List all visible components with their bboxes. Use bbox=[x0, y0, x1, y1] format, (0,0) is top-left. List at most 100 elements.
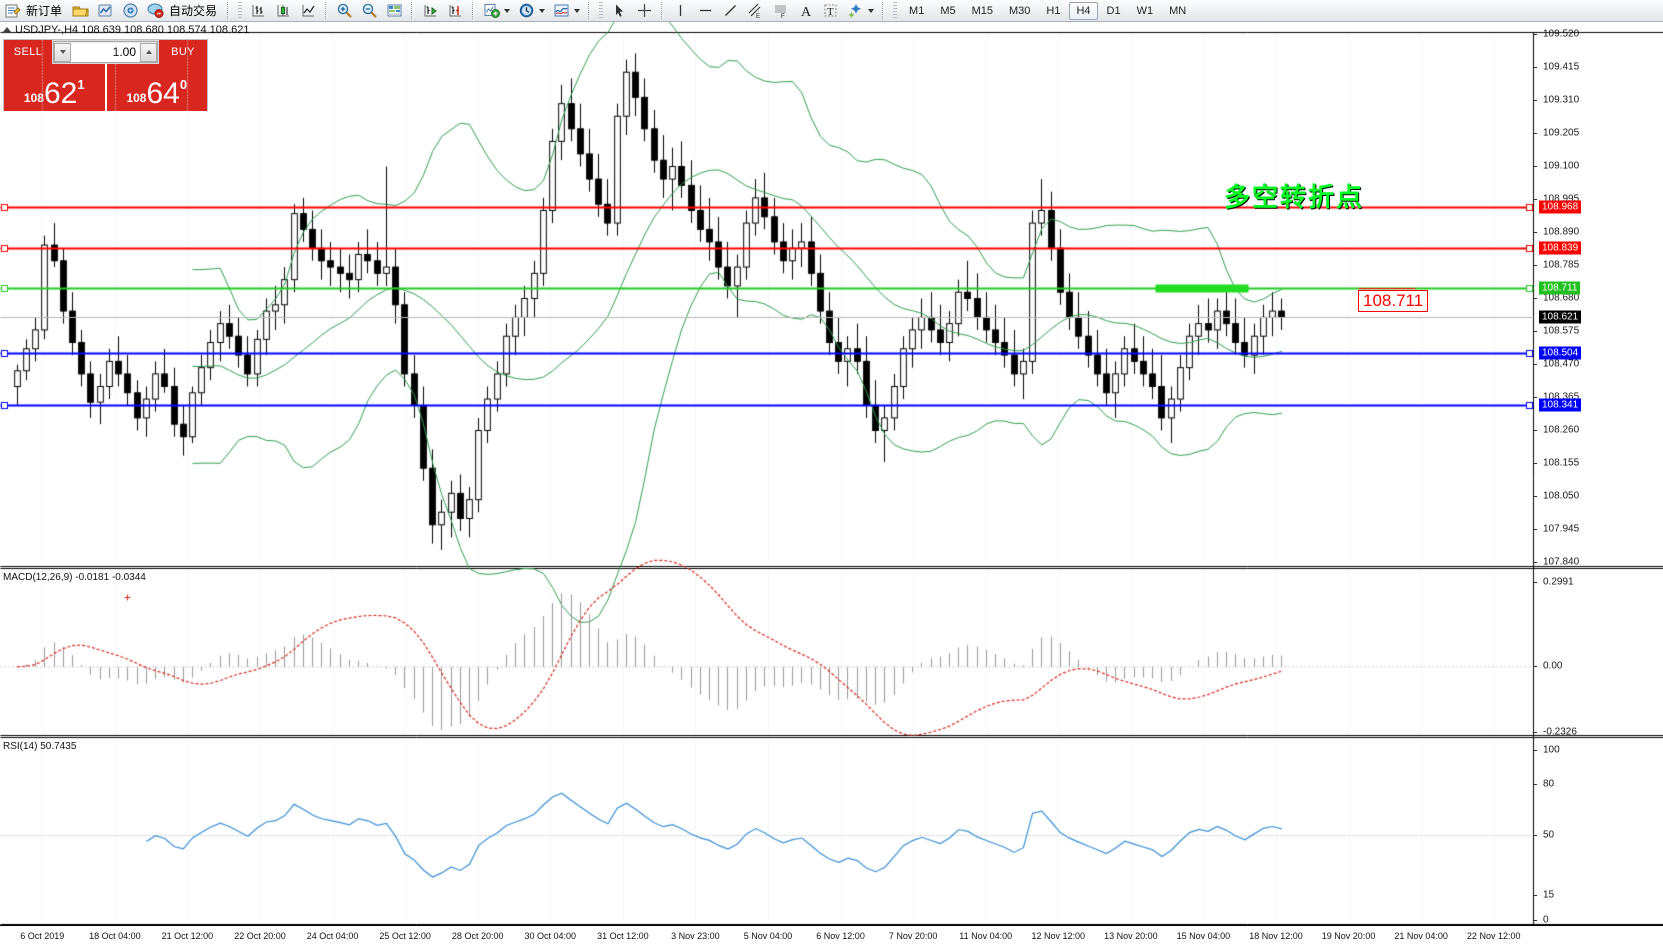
macd-axis-label: 0.00 bbox=[1543, 660, 1563, 672]
templates-caret-icon[interactable] bbox=[574, 8, 581, 13]
market-watch-button[interactable] bbox=[94, 1, 117, 21]
cursor-tool-button[interactable] bbox=[608, 1, 631, 21]
indicators-caret-icon[interactable] bbox=[504, 8, 511, 13]
chart-shift-end-button[interactable] bbox=[444, 1, 467, 21]
zoom-in-button[interactable] bbox=[333, 1, 356, 21]
price-axis-tick bbox=[1533, 100, 1537, 101]
crosshair-tool-button[interactable] bbox=[633, 1, 656, 21]
price-axis-tick bbox=[1533, 463, 1537, 464]
zoom-out-icon bbox=[361, 2, 378, 19]
toolbar-separator-1 bbox=[227, 2, 231, 19]
rsi-axis-label: 100 bbox=[1543, 744, 1560, 756]
price-axis-tick bbox=[1533, 331, 1537, 332]
hline-tool-button[interactable] bbox=[694, 1, 717, 21]
auto-scroll-button[interactable] bbox=[419, 1, 442, 21]
time-axis-label: 15 Nov 04:00 bbox=[1176, 931, 1231, 941]
right-scale-panel[interactable]: 109.520 109.415 109.310 109.205 109.100 108.9… bbox=[1533, 22, 1663, 946]
chart-window[interactable]: USDJPY-,H4 108.639 108.680 108.574 108.6… bbox=[0, 22, 1663, 946]
chart-shift-button[interactable] bbox=[383, 1, 406, 21]
text-icon: A bbox=[797, 2, 814, 20]
equidistant-channel-tool-button[interactable]: E bbox=[744, 1, 767, 21]
time-axis-label: 21 Oct 12:00 bbox=[161, 931, 214, 941]
time-axis-label: 18 Oct 04:00 bbox=[89, 931, 141, 941]
chart-annotation-text: 多空转折点 bbox=[1224, 182, 1365, 212]
text-label-tool-button[interactable]: T bbox=[819, 1, 842, 21]
time-axis-label: 18 Nov 12:00 bbox=[1249, 931, 1303, 941]
toolbar-separator-2 bbox=[325, 2, 329, 19]
timeframe-m5[interactable]: M5 bbox=[940, 4, 956, 17]
price-axis-tick bbox=[1533, 166, 1537, 167]
candlestick-chart-icon bbox=[275, 2, 292, 19]
price-level-tag-current-bid[interactable]: 108.621 bbox=[1539, 310, 1582, 324]
autotrading-button[interactable]: 自动交易 bbox=[144, 1, 222, 21]
timeframe-m30[interactable]: M30 bbox=[1009, 4, 1031, 17]
timeframe-m15[interactable]: M15 bbox=[971, 4, 993, 17]
time-axis-label: 19 Nov 20:00 bbox=[1321, 931, 1376, 941]
price-axis-tick bbox=[1533, 364, 1537, 365]
price-axis-tick bbox=[1533, 265, 1537, 266]
macd-axis-tick bbox=[1533, 732, 1537, 733]
toolbar-separator-7 bbox=[882, 2, 886, 19]
candlestick-chart-button[interactable] bbox=[272, 1, 295, 21]
trendline-tool-button[interactable] bbox=[719, 1, 742, 21]
periods-button[interactable] bbox=[515, 1, 548, 21]
price-axis-tick bbox=[1533, 496, 1537, 497]
time-axis-label: 13 Nov 20:00 bbox=[1104, 931, 1158, 941]
text-tool-button[interactable]: A bbox=[794, 1, 817, 21]
timeframe-h1[interactable]: H1 bbox=[1046, 4, 1061, 17]
toolbar-grip-1[interactable] bbox=[238, 1, 243, 20]
macd-axis-tick bbox=[1533, 582, 1537, 583]
line-chart-button[interactable] bbox=[297, 1, 320, 21]
templates-button[interactable] bbox=[550, 1, 583, 21]
price-level-tag-resistance[interactable]: 108.839 bbox=[1539, 241, 1582, 255]
fibonacci-tool-button[interactable]: F bbox=[769, 1, 792, 21]
indicators-button[interactable] bbox=[480, 1, 513, 21]
price-level-tag-support[interactable]: 108.341 bbox=[1539, 398, 1582, 412]
zoom-out-button[interactable] bbox=[358, 1, 381, 21]
timeframe-d1[interactable]: D1 bbox=[1106, 4, 1121, 17]
price-level-tag-support[interactable]: 108.504 bbox=[1539, 346, 1582, 360]
price-axis-label: 108.785 bbox=[1543, 259, 1580, 271]
time-axis-label: 6 Nov 12:00 bbox=[816, 931, 865, 941]
autotrading-label: 自动交易 bbox=[169, 4, 218, 18]
price-axis-label: 109.310 bbox=[1543, 94, 1580, 106]
crosshair-icon bbox=[636, 2, 653, 19]
shapes-caret-icon[interactable] bbox=[868, 8, 875, 13]
price-level-tag-pivot[interactable]: 108.711 bbox=[1539, 281, 1581, 295]
timeframe-h4[interactable]: H4 bbox=[1069, 1, 1098, 20]
time-axis-label: 31 Oct 12:00 bbox=[597, 931, 649, 941]
time-axis-label: 11 Nov 04:00 bbox=[959, 931, 1013, 941]
timeframe-w1[interactable]: W1 bbox=[1136, 4, 1154, 17]
folder-button[interactable] bbox=[69, 1, 92, 21]
time-axis-label: 6 Oct 2019 bbox=[20, 931, 65, 941]
periods-caret-icon[interactable] bbox=[539, 8, 546, 13]
toolbar-grip-2[interactable] bbox=[599, 1, 604, 20]
main-toolbar: 新订单 自动交易 bbox=[0, 0, 1663, 22]
time-axis-label: 28 Oct 20:00 bbox=[451, 931, 504, 941]
time-axis-label: 24 Oct 04:00 bbox=[306, 931, 359, 941]
price-level-tag-resistance[interactable]: 108.968 bbox=[1539, 200, 1582, 214]
rsi-axis-tick bbox=[1533, 894, 1537, 896]
bar-chart-button[interactable] bbox=[247, 1, 270, 21]
time-axis-label: 5 Nov 04:00 bbox=[743, 931, 793, 941]
time-axis-label: 12 Nov 12:00 bbox=[1031, 931, 1086, 941]
autotrading-icon bbox=[147, 2, 164, 19]
timeframe-mn[interactable]: MN bbox=[1169, 4, 1187, 17]
cursor-icon bbox=[611, 2, 628, 19]
shapes-tool-button[interactable] bbox=[844, 1, 877, 21]
timeframe-m1[interactable]: M1 bbox=[909, 4, 925, 17]
toolbar-grip-3[interactable] bbox=[893, 1, 898, 20]
rsi-axis-label: 80 bbox=[1543, 778, 1555, 790]
time-axis-label: 3 Nov 23:00 bbox=[671, 931, 720, 941]
chart-canvas[interactable] bbox=[0, 22, 1663, 946]
macd-axis-label: -0.2326 bbox=[1543, 726, 1577, 738]
new-order-label: 新订单 bbox=[26, 4, 63, 18]
time-axis-label: 22 Nov 12:00 bbox=[1466, 931, 1521, 941]
hline-icon bbox=[697, 2, 714, 19]
price-axis-tick bbox=[1533, 562, 1537, 563]
new-order-button[interactable]: 新订单 bbox=[1, 1, 67, 21]
navigator-button[interactable] bbox=[119, 1, 142, 21]
vline-tool-button[interactable] bbox=[669, 1, 692, 21]
price-axis-label: 108.050 bbox=[1543, 490, 1580, 502]
fibonacci-icon: F bbox=[772, 2, 789, 20]
